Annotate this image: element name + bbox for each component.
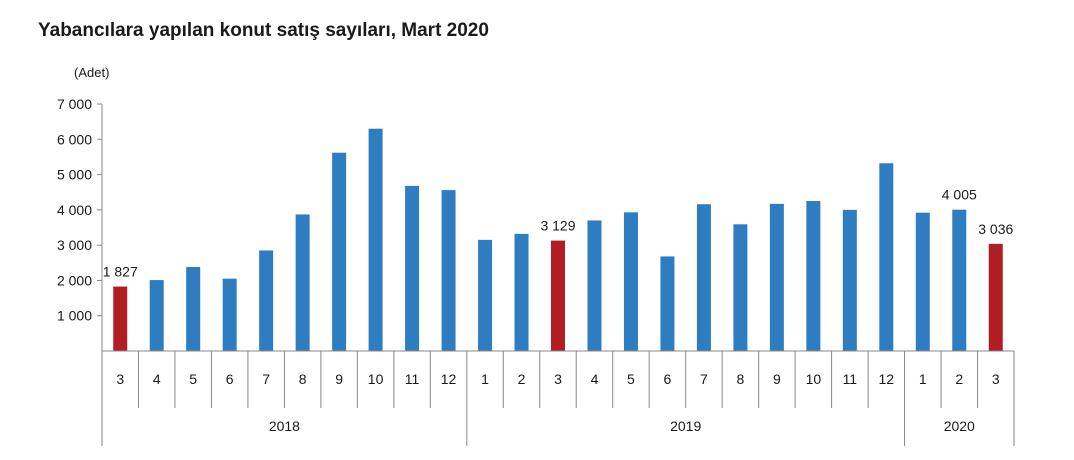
data-label: 3 036 <box>978 221 1013 237</box>
bar <box>915 212 930 351</box>
y-axis-unit-label: (Adet) <box>74 65 109 80</box>
bar <box>332 152 347 351</box>
bar <box>587 220 602 351</box>
x-tick-label: 3 <box>116 371 124 387</box>
x-tick-label: 5 <box>627 371 635 387</box>
y-tick-label: 3 000 <box>57 237 92 253</box>
data-labels: 1 827 3 129 4 005 3 036 <box>103 187 1014 280</box>
chart-title: Yabancılara yapılan konut satış sayıları… <box>38 20 489 41</box>
x-tick-label: 3 <box>554 371 562 387</box>
x-tick-label: 10 <box>806 371 822 387</box>
x-tick-label: 6 <box>664 371 672 387</box>
bar <box>806 201 821 351</box>
x-tick-label: 1 <box>481 371 489 387</box>
x-tick-label: 12 <box>441 371 457 387</box>
y-tick-label: 2 000 <box>57 272 92 288</box>
bar <box>623 212 638 351</box>
bar <box>842 209 857 351</box>
x-tick-label: 2 <box>518 371 526 387</box>
bar <box>733 224 748 351</box>
bar <box>952 209 967 351</box>
bar-highlight <box>988 243 1003 351</box>
x-tick-label: 4 <box>153 371 161 387</box>
data-label: 1 827 <box>103 264 138 280</box>
bar <box>259 250 274 351</box>
bar <box>769 203 784 351</box>
x-tick-label: 3 <box>992 371 1000 387</box>
y-tick-label: 4 000 <box>57 202 92 218</box>
data-label: 4 005 <box>942 187 977 203</box>
year-label: 2019 <box>670 418 701 434</box>
bar <box>368 128 383 351</box>
y-tick-label: 1 000 <box>57 308 92 324</box>
bar <box>879 163 894 351</box>
year-label: 2020 <box>944 418 975 434</box>
bar <box>660 256 675 351</box>
bar <box>149 280 164 351</box>
x-tick-label: 7 <box>262 371 270 387</box>
y-tick-label: 7 000 <box>57 96 92 112</box>
x-tick-label: 9 <box>335 371 343 387</box>
x-tick-label: 7 <box>700 371 708 387</box>
bar <box>295 214 310 351</box>
bar-highlight <box>551 240 565 351</box>
x-tick-label: 10 <box>368 371 384 387</box>
bars <box>113 128 1003 351</box>
x-tick-label: 9 <box>773 371 781 387</box>
bar <box>405 185 420 351</box>
x-tick-label: 5 <box>189 371 197 387</box>
y-tick-label: 5 000 <box>57 167 92 183</box>
x-tick-label: 4 <box>591 371 599 387</box>
x-tick-label: 8 <box>299 371 307 387</box>
y-tick-label: 6 000 <box>57 131 92 147</box>
bar-highlight <box>113 286 128 351</box>
bar <box>514 233 529 351</box>
x-tick-label: 11 <box>405 371 420 387</box>
x-tick-label: 2 <box>955 371 963 387</box>
year-label: 2018 <box>269 418 300 434</box>
x-tick-label: 8 <box>737 371 745 387</box>
x-tick-label: 12 <box>879 371 895 387</box>
bar <box>696 204 711 351</box>
bar <box>478 239 493 351</box>
x-tick-label: 6 <box>226 371 234 387</box>
bar <box>222 278 237 351</box>
data-label: 3 129 <box>540 218 575 234</box>
y-axis: 7 000 6 000 5 000 4 000 3 000 2 000 1 000 <box>57 96 103 351</box>
x-tick-label: 11 <box>843 371 858 387</box>
bar <box>441 190 456 351</box>
x-tick-label: 1 <box>919 371 927 387</box>
bar <box>186 267 201 351</box>
